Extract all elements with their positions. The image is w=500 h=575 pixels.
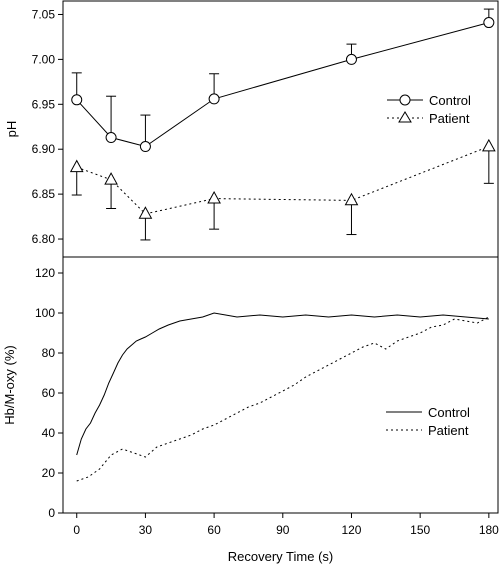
y-tick-label: 7.05 [32, 7, 56, 21]
x-tick-label: 60 [207, 523, 221, 537]
x-tick-label: 0 [73, 523, 80, 537]
plot-frame [62, 0, 499, 258]
series-line-patient [76, 316, 490, 482]
data-point [344, 192, 359, 206]
legend-label: Patient [429, 111, 470, 126]
legend-marker [398, 111, 412, 123]
data-point [138, 206, 153, 219]
x-tick-label: 120 [341, 523, 361, 537]
data-point [71, 94, 83, 106]
chart-panel-ph: 6.80 6.85 6.90 6.95 7.00 7.05 pH Control Patient [4, 0, 499, 258]
y-tick-label: 60 [42, 386, 56, 400]
series-line-control [76, 22, 489, 148]
chart-panel-oxy: 0 20 40 60 80 100 120 Hb/M-oxy (%) 0 30 60 90 120 150… [2, 256, 499, 564]
legend-label: Control [428, 405, 470, 420]
x-tick-label: 180 [479, 523, 499, 537]
y-tick-label: 6.80 [32, 232, 56, 246]
x-tick-label: 150 [410, 523, 430, 537]
y-axis-title: pH [4, 121, 19, 138]
data-point [104, 172, 118, 185]
x-tick-label: 90 [276, 523, 290, 537]
legend-label: Control [429, 93, 471, 108]
data-point [481, 138, 496, 152]
data-point [69, 159, 84, 173]
y-tick-label: 0 [48, 506, 55, 520]
data-point [208, 93, 220, 105]
x-tick-label: 30 [139, 523, 153, 537]
y-tick-label: 100 [35, 306, 55, 320]
data-point [207, 190, 221, 204]
y-tick-label: 20 [42, 466, 56, 480]
data-point [345, 53, 357, 65]
data-point [483, 17, 495, 29]
data-point [139, 141, 151, 153]
data-point [105, 132, 117, 144]
y-tick-label: 120 [35, 266, 55, 280]
y-axis-title: Hb/M-oxy (%) [2, 345, 17, 424]
y-tick-label: 80 [42, 346, 56, 360]
y-tick-label: 7.00 [32, 52, 56, 66]
y-tick-label: 6.95 [32, 97, 56, 111]
y-tick-label: 40 [42, 426, 56, 440]
y-tick-label: 6.90 [32, 142, 56, 156]
legend-label: Patient [428, 423, 469, 438]
series-line-control [76, 312, 489, 456]
series-line-patient [76, 146, 489, 215]
legend-marker [399, 94, 411, 106]
plot-frame [62, 256, 499, 514]
x-axis-title: Recovery Time (s) [228, 549, 333, 564]
y-tick-label: 6.85 [32, 187, 56, 201]
